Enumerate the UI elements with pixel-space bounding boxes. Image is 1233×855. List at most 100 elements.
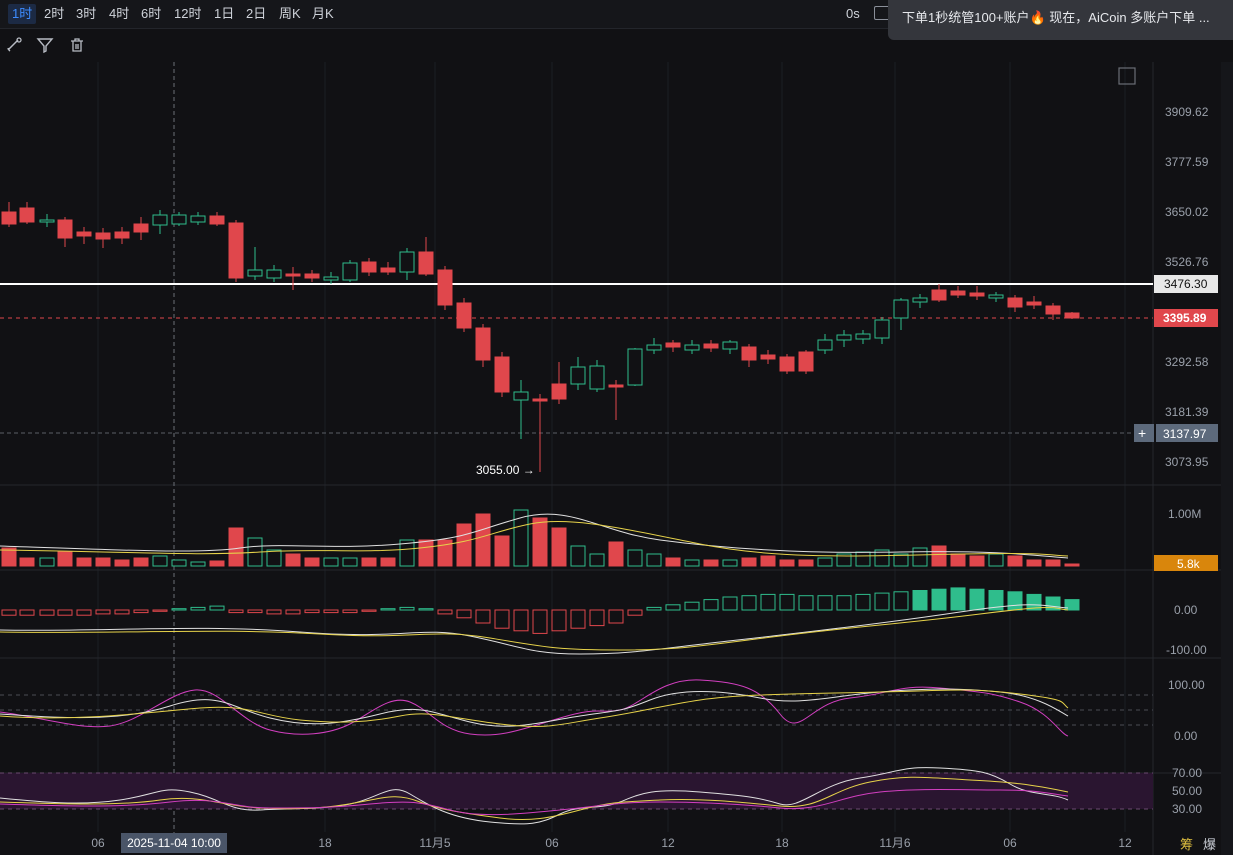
candle-body bbox=[646, 344, 662, 351]
volume-bar bbox=[285, 553, 301, 567]
tf-12h[interactable]: 12时 bbox=[174, 6, 202, 21]
time-axis-label: 11月5 bbox=[419, 836, 450, 850]
macd-bar bbox=[1026, 593, 1042, 611]
last-price-tag bbox=[1154, 309, 1218, 327]
trash-icon[interactable] bbox=[68, 36, 86, 54]
candle-body bbox=[342, 262, 358, 281]
macd-bar bbox=[304, 609, 320, 614]
tf-4h[interactable]: 4时 bbox=[109, 6, 130, 21]
macd-bar bbox=[741, 595, 757, 611]
filter-icon[interactable] bbox=[36, 36, 54, 54]
macd-bar bbox=[912, 590, 928, 611]
tf-3h[interactable]: 3时 bbox=[76, 6, 97, 21]
macd-bar bbox=[114, 609, 130, 615]
volume-bar bbox=[266, 549, 282, 567]
macd-bar bbox=[684, 601, 700, 611]
candle-body bbox=[893, 299, 909, 319]
volume-bar bbox=[133, 557, 149, 567]
price-axis-label: 3909.62 bbox=[1165, 105, 1209, 119]
kdj-d-line bbox=[0, 689, 1069, 727]
macd-bar bbox=[798, 595, 814, 611]
macd-bar bbox=[418, 608, 434, 611]
volume-bar bbox=[665, 557, 681, 567]
macd-bar bbox=[589, 609, 605, 627]
rsi-axis-70: 70.00 bbox=[1172, 766, 1202, 780]
macd-bar bbox=[152, 609, 168, 612]
volume-bar bbox=[874, 549, 890, 567]
volume-bar bbox=[1064, 563, 1080, 567]
macd-bar bbox=[456, 609, 472, 619]
volume-bar bbox=[228, 527, 244, 567]
candle-body bbox=[931, 289, 947, 301]
macd-axis-zero: 0.00 bbox=[1174, 603, 1198, 617]
crosshair-plus-icon bbox=[1134, 424, 1154, 442]
macd-bar bbox=[836, 595, 852, 611]
price-axis-label: 3073.95 bbox=[1165, 455, 1209, 469]
tf-week[interactable]: 周K bbox=[279, 6, 301, 21]
macd-bar bbox=[399, 606, 415, 611]
volume-bar bbox=[722, 559, 738, 567]
volume-bar bbox=[361, 557, 377, 567]
candle-body bbox=[1007, 297, 1023, 308]
candle-body bbox=[532, 398, 548, 402]
macd-bar bbox=[1064, 599, 1080, 611]
tf-2h[interactable]: 2时 bbox=[44, 6, 65, 21]
rsi-axis-50: 50.00 bbox=[1172, 784, 1202, 798]
volume-bar bbox=[532, 517, 548, 567]
macd-bar bbox=[133, 609, 149, 614]
candle-body bbox=[1064, 312, 1080, 319]
draw-icon[interactable] bbox=[5, 36, 23, 54]
macd-bar bbox=[760, 593, 776, 611]
candle-body bbox=[570, 366, 586, 385]
tf-1d[interactable]: 1日 bbox=[214, 6, 235, 21]
macd-bar bbox=[1007, 591, 1023, 611]
macd-bar bbox=[1, 609, 17, 616]
candle-body bbox=[285, 273, 301, 277]
time-axis-label: 12 bbox=[1118, 836, 1132, 850]
tf-6h[interactable]: 6时 bbox=[141, 6, 162, 21]
volume-bar bbox=[912, 547, 928, 567]
macd-bar bbox=[209, 605, 225, 611]
tf-1h[interactable]: 1时 bbox=[8, 4, 37, 24]
candle-body bbox=[418, 251, 434, 275]
scroll-gutter[interactable] bbox=[1221, 62, 1233, 855]
macd-bar bbox=[931, 588, 947, 611]
candle-body bbox=[304, 273, 320, 279]
candle-body bbox=[494, 356, 510, 393]
volume-bar bbox=[1, 547, 17, 567]
cursor-price-tag bbox=[1156, 424, 1218, 442]
macd-axis-neg: -100.00 bbox=[1166, 643, 1207, 657]
volume-last-label: 5.8k bbox=[1177, 557, 1201, 571]
macd-bar bbox=[703, 599, 719, 611]
price-axis-label: 3526.76 bbox=[1165, 255, 1209, 269]
kline-chart[interactable]: 3909.62 3777.59 3650.02 3526.76 3292.58 3181.… bbox=[0, 62, 1221, 855]
chip-button[interactable]: 筹 bbox=[1180, 837, 1194, 852]
volume-bar bbox=[190, 561, 206, 567]
rsi-line-2 bbox=[0, 776, 1069, 821]
macd-bar bbox=[19, 609, 35, 616]
notification-toast[interactable]: 下单1秒统管100+账户🔥 现在，AiCoin 多账户下单 ... bbox=[888, 0, 1233, 40]
volume-ma-white bbox=[0, 513, 1069, 559]
kdj-axis-bottom: 0.00 bbox=[1174, 729, 1198, 743]
candle-body bbox=[950, 290, 966, 296]
candle-body bbox=[912, 297, 928, 303]
volume-bar bbox=[608, 541, 624, 567]
crosshair-plus-glyph: + bbox=[1138, 425, 1146, 441]
macd-bar bbox=[627, 609, 643, 616]
liquidation-button[interactable]: 爆 bbox=[1203, 837, 1217, 852]
candle-body bbox=[399, 251, 415, 273]
volume-bar bbox=[855, 551, 871, 567]
macd-bar bbox=[228, 609, 244, 614]
volume-bar bbox=[703, 559, 719, 567]
volume-bar bbox=[684, 559, 700, 567]
candle-body bbox=[171, 214, 187, 225]
volume-bar bbox=[931, 545, 947, 567]
tf-month[interactable]: 月K bbox=[312, 6, 334, 21]
macd-dea-line bbox=[0, 607, 1069, 651]
price-axis-label: 3650.02 bbox=[1165, 205, 1209, 219]
candle-body bbox=[247, 269, 263, 277]
candle-body bbox=[513, 391, 529, 401]
volume-bar bbox=[95, 557, 111, 567]
candle-body bbox=[798, 351, 814, 372]
tf-2d[interactable]: 2日 bbox=[246, 6, 267, 21]
